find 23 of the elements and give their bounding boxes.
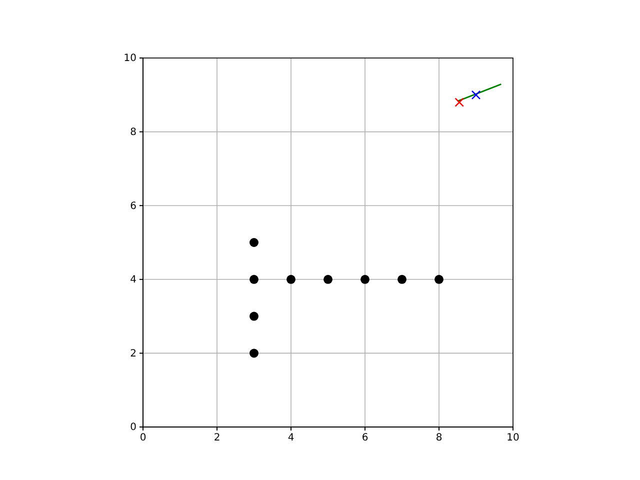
point bbox=[250, 312, 258, 321]
point bbox=[324, 274, 332, 284]
point bbox=[454, 98, 464, 107]
y-tick-label: 2 bbox=[130, 348, 136, 360]
point bbox=[286, 274, 296, 284]
x-tick-label: 2 bbox=[214, 432, 220, 444]
point bbox=[471, 90, 481, 100]
point bbox=[434, 274, 444, 284]
y-tick-label: 6 bbox=[130, 200, 136, 212]
y-tick-label: 4 bbox=[130, 274, 136, 286]
y-tick-label: 0 bbox=[130, 422, 136, 434]
point bbox=[250, 348, 258, 358]
x-tick-label: 10 bbox=[506, 432, 520, 444]
point bbox=[250, 238, 258, 247]
x-tick-label: 6 bbox=[362, 432, 368, 444]
x-tick-label: 8 bbox=[436, 432, 442, 444]
point bbox=[398, 274, 406, 284]
y-tick-label: 8 bbox=[130, 127, 136, 138]
point bbox=[250, 274, 258, 284]
point bbox=[360, 274, 370, 284]
y-tick-label: 10 bbox=[124, 53, 136, 64]
x-tick-label: 0 bbox=[140, 432, 146, 444]
x-tick-label: 4 bbox=[288, 432, 294, 444]
